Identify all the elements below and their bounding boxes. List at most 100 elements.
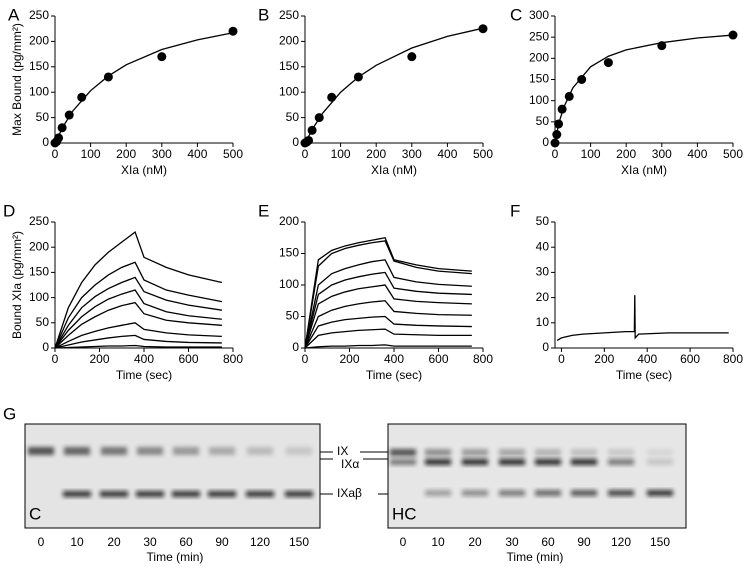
x-tick-label: 400: [134, 352, 154, 366]
data-point: [77, 92, 87, 102]
band: [571, 490, 597, 496]
band: [63, 491, 91, 497]
x-tick-label: 0: [558, 352, 565, 366]
band: [535, 449, 561, 456]
data-line: [54, 289, 222, 349]
data-line: [304, 237, 472, 349]
band: [390, 449, 416, 456]
lane-label: 30: [143, 535, 157, 549]
gel-left: [24, 423, 321, 529]
x-tick-label: 400: [687, 147, 707, 161]
band: [571, 449, 597, 456]
y-tick-label: 200: [529, 51, 549, 65]
band: [28, 447, 54, 455]
data-line: [54, 344, 222, 349]
data-point: [603, 58, 613, 68]
x-tick-label: 0: [552, 147, 559, 161]
x-tick-label: 400: [384, 352, 404, 366]
data-line: [304, 328, 472, 349]
y-tick-label: 0: [292, 135, 299, 149]
x-tick-label: 200: [616, 147, 636, 161]
band-label: IXα: [341, 457, 359, 471]
band: [425, 449, 451, 456]
gel-bands: [28, 447, 673, 497]
lane-label: 150: [289, 535, 309, 549]
lane-label: 10: [431, 535, 445, 549]
band: [101, 447, 127, 455]
band: [462, 490, 488, 496]
data-point: [327, 92, 337, 102]
band: [100, 491, 128, 497]
y-tick-label: 50: [536, 214, 550, 228]
x-tick-label: 100: [581, 147, 601, 161]
x-tick-label: 400: [187, 147, 207, 161]
y-tick-label: 200: [29, 34, 49, 48]
x-tick-label: 200: [89, 352, 109, 366]
data-line: [304, 284, 472, 349]
band: [462, 459, 488, 465]
band-pointers: [320, 451, 388, 495]
y-tick-label: 50: [286, 309, 300, 323]
lane-label: 90: [577, 535, 591, 549]
x-tick-label: 600: [178, 352, 198, 366]
gel-right: [387, 423, 687, 529]
x-tick-label: 0: [302, 352, 309, 366]
y-tick-label: 200: [279, 34, 299, 48]
y-tick-label: 150: [279, 59, 299, 73]
y-tick-label: 0: [542, 135, 549, 149]
lane-label: 60: [541, 535, 555, 549]
band: [608, 459, 634, 465]
y-tick-label: 0: [292, 340, 299, 354]
data-line: [304, 240, 472, 349]
y-tick-label: 200: [279, 214, 299, 228]
x-axis-label: XIa (nM): [371, 163, 417, 177]
x-tick-label: 0: [52, 352, 59, 366]
lane-label: 20: [107, 535, 121, 549]
lane-label: 20: [468, 535, 482, 549]
y-tick-label: 40: [536, 239, 550, 253]
band: [647, 449, 673, 456]
lane-label: 60: [179, 535, 193, 549]
x-tick-label: 200: [116, 147, 136, 161]
data-line: [54, 32, 234, 144]
band: [499, 449, 525, 456]
lane-label: 150: [650, 535, 670, 549]
data-line: [304, 315, 472, 349]
y-tick-label: 250: [279, 8, 299, 22]
band: [390, 459, 416, 465]
x-tick-label: 500: [723, 147, 743, 161]
x-axis-label: Time (sec): [116, 368, 172, 382]
y-tick-label: 50: [286, 110, 300, 124]
data-line: [556, 295, 729, 342]
gel-tag: C: [29, 504, 41, 523]
band: [425, 459, 451, 465]
y-tick-label: 250: [29, 214, 49, 228]
data-line: [54, 231, 223, 349]
y-axis-label: Max Bound (pg/mm²): [10, 23, 24, 136]
data-line: [304, 344, 472, 349]
lane-label: 30: [505, 535, 519, 549]
data-line: [554, 34, 734, 144]
y-axis-label: Bound XIa (pg/mm²): [10, 231, 24, 339]
y-tick-label: 250: [29, 8, 49, 22]
band: [64, 447, 90, 455]
data-line: [54, 301, 222, 349]
y-tick-label: 250: [529, 29, 549, 43]
data-line: [304, 259, 472, 349]
x-tick-label: 200: [339, 352, 359, 366]
x-tick-label: 400: [437, 147, 457, 161]
band-label: IX: [337, 444, 348, 458]
y-tick-label: 150: [529, 72, 549, 86]
data-line: [304, 300, 472, 349]
band: [247, 447, 273, 455]
y-tick-label: 300: [529, 8, 549, 22]
band: [535, 459, 561, 465]
panel-letter: F: [510, 201, 520, 220]
panel-letter: A: [8, 5, 20, 24]
band: [608, 490, 634, 496]
band: [499, 459, 525, 465]
panel-letter: B: [258, 5, 269, 24]
x-tick-label: 500: [223, 147, 243, 161]
panel-letter: C: [510, 5, 522, 24]
y-tick-label: 0: [42, 135, 49, 149]
